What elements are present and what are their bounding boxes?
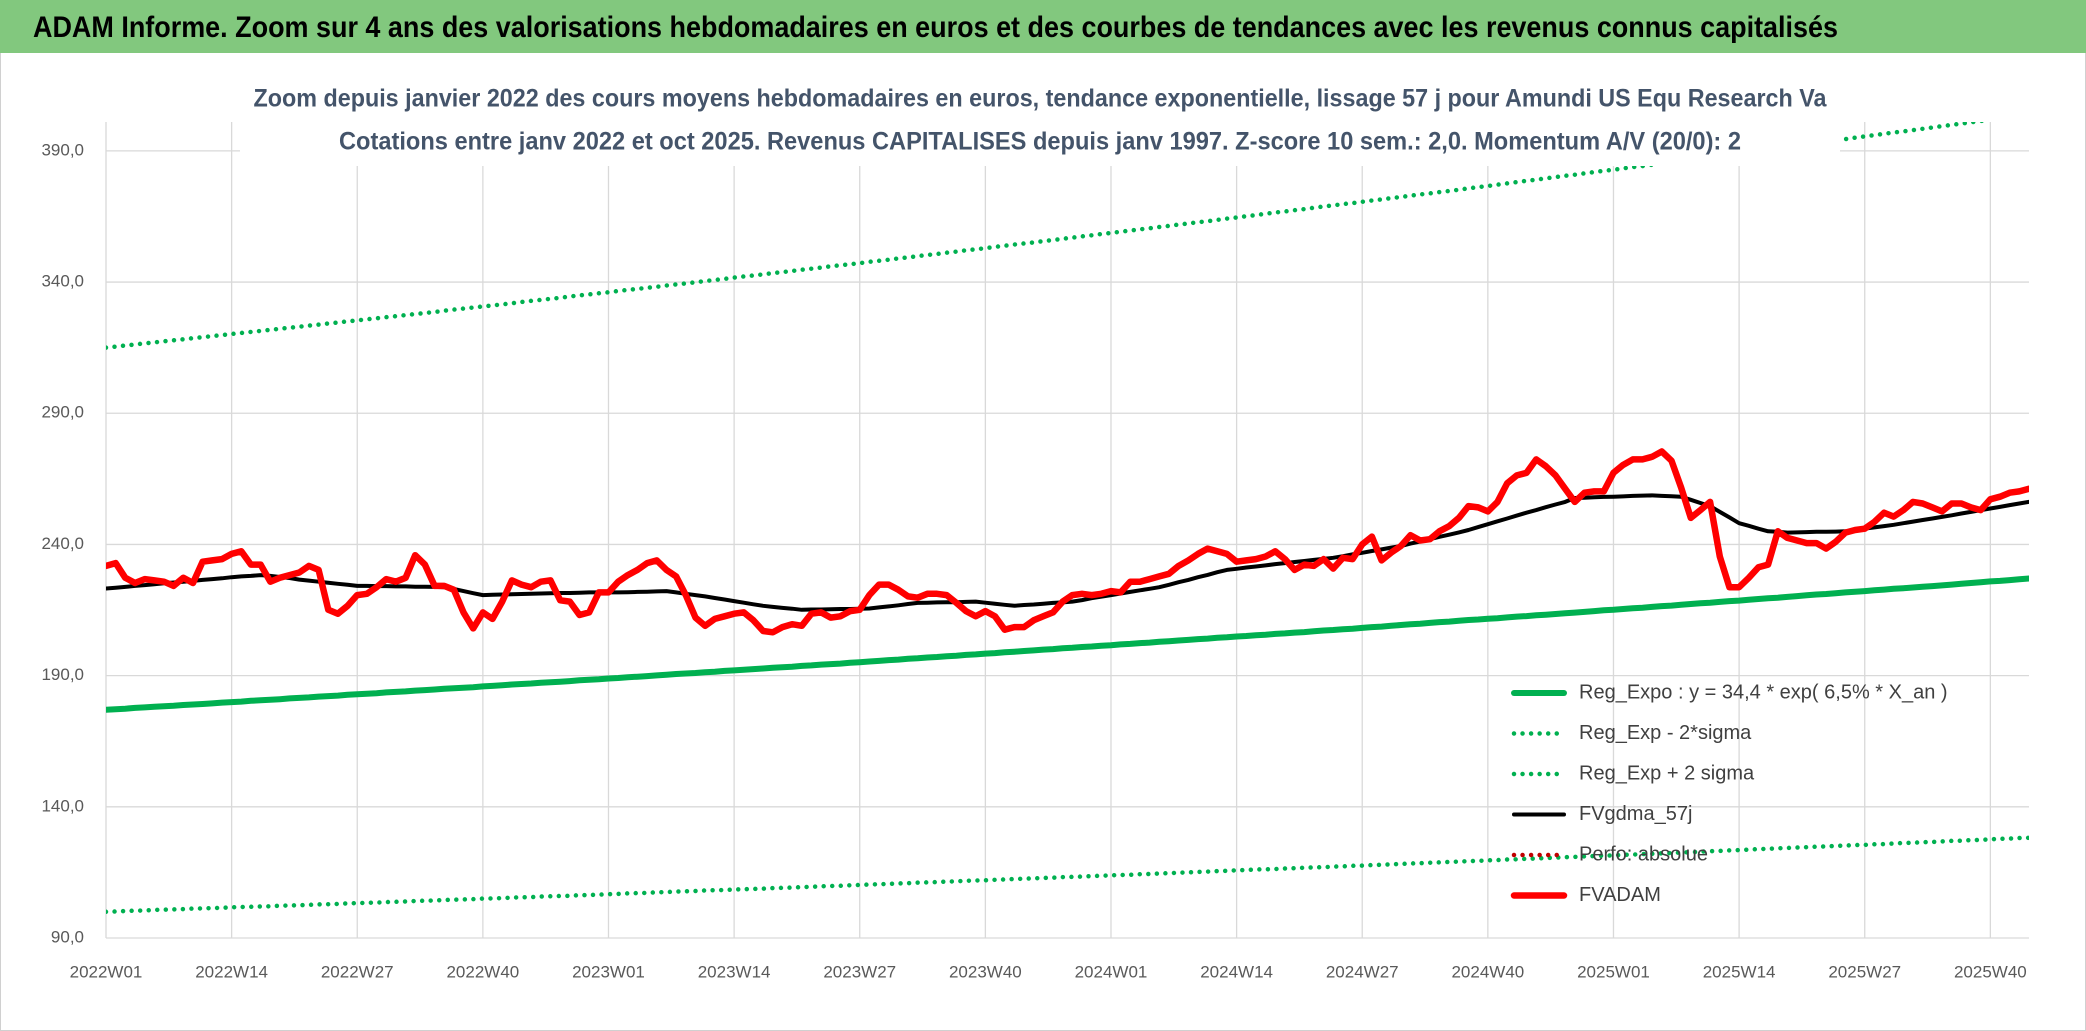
legend-label: FVADAM <box>1579 884 1661 906</box>
y-tick-label: 240,0 <box>41 534 84 553</box>
x-tick-label: 2024W27 <box>1326 962 1399 981</box>
x-tick-label: 2025W40 <box>1954 962 2027 981</box>
x-tick-label: 2025W01 <box>1577 962 1650 981</box>
x-tick-label: 2025W27 <box>1828 962 1901 981</box>
x-tick-label: 2025W14 <box>1703 962 1776 981</box>
x-tick-label: 2022W27 <box>321 962 394 981</box>
x-tick-label: 2024W40 <box>1451 962 1524 981</box>
series-line <box>106 575 2029 713</box>
legend-label: Reg_Exp - 2*sigma <box>1579 722 1752 744</box>
legend-label: FVgdma_57j <box>1579 803 1692 825</box>
y-tick-label: 290,0 <box>41 403 84 422</box>
legend-label: Perfo: absolue <box>1579 843 1708 865</box>
title-band <box>0 0 2086 53</box>
y-tick-label: 90,0 <box>51 927 84 946</box>
x-tick-label: 2024W01 <box>1075 962 1148 981</box>
y-tick-label: 340,0 <box>41 272 84 291</box>
subtitle: Zoom depuis janvier 2022 des cours moyen… <box>254 85 1828 113</box>
x-tick-label: 2022W40 <box>446 962 519 981</box>
x-tick-label: 2023W40 <box>949 962 1022 981</box>
series-line <box>106 448 2029 636</box>
x-tick-label: 2022W14 <box>195 962 268 981</box>
legend-label: Reg_Exp + 2 sigma <box>1579 762 1755 784</box>
legend-label: Reg_Expo : y = 34,4 * exp( 6,5% * X_an ) <box>1579 681 1948 703</box>
subtitle: Cotations entre janv 2022 et oct 2025. R… <box>339 128 1741 156</box>
subtitle-background <box>240 82 1840 166</box>
x-tick-label: 2023W01 <box>572 962 645 981</box>
legend: Reg_Expo : y = 34,4 * exp( 6,5% * X_an )… <box>1510 681 1948 906</box>
y-tick-label: 140,0 <box>41 796 84 815</box>
x-tick-label: 2023W27 <box>823 962 896 981</box>
axis-labels: 90,0 140,0 190,0 240,0 290,0 340,0 390,0 2022W0… <box>41 140 2026 981</box>
x-tick-label: 2022W01 <box>70 962 143 981</box>
x-tick-label: 2023W14 <box>698 962 771 981</box>
y-tick-label: 190,0 <box>41 665 84 684</box>
y-tick-label: 390,0 <box>41 140 84 159</box>
x-tick-label: 2024W14 <box>1200 962 1273 981</box>
chart-title: ADAM Informe. Zoom sur 4 ans des valoris… <box>33 11 1838 44</box>
